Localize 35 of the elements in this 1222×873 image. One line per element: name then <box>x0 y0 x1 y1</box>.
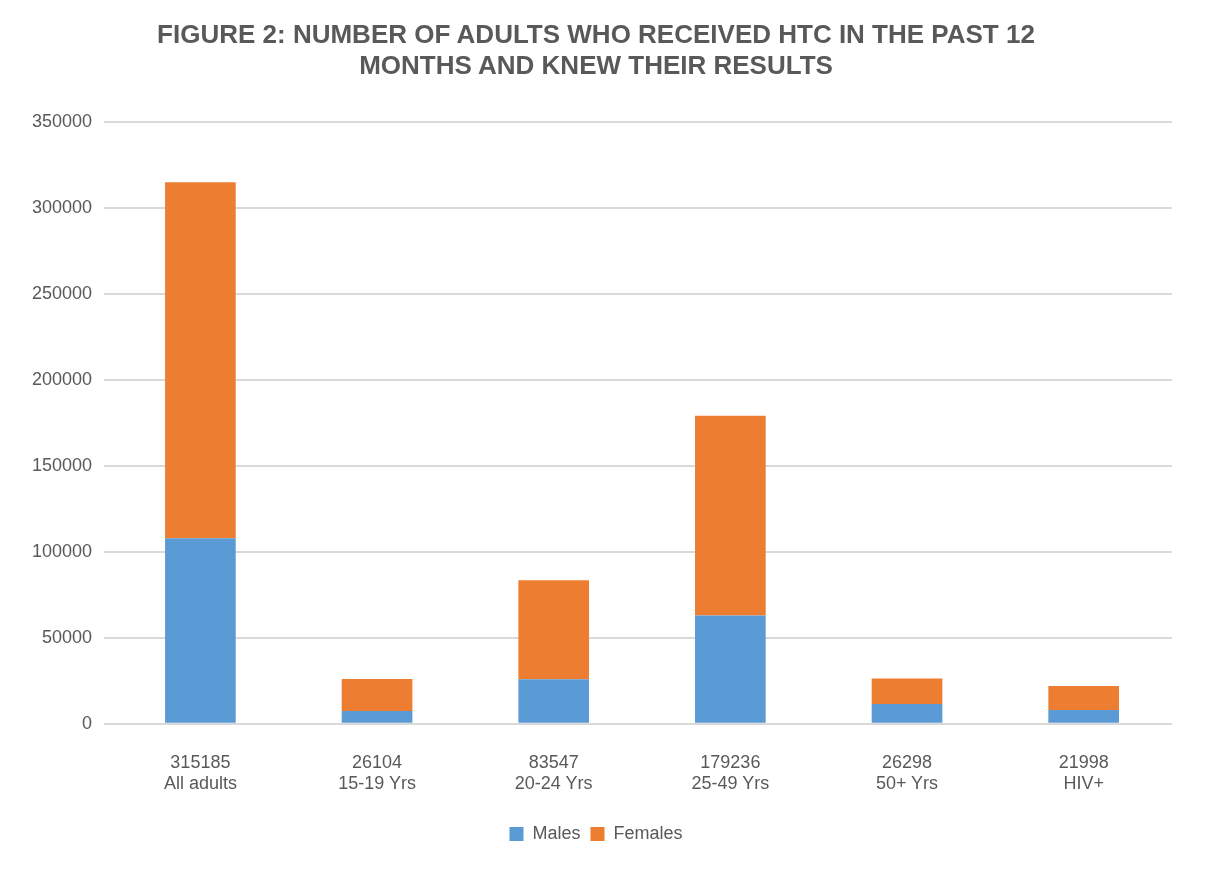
y-tick-label: 300000 <box>31 197 93 218</box>
x-tick-label: 15-19 Yrs <box>338 773 416 794</box>
bar <box>341 678 413 712</box>
total-label: 26104 <box>352 751 403 772</box>
y-tick-label: 250000 <box>31 283 93 304</box>
bar <box>695 415 766 616</box>
y-tick-label: 200000 <box>31 369 93 390</box>
legend-label: Females <box>613 822 683 843</box>
y-tick-label: 100000 <box>31 540 93 561</box>
y-tick-label: 150000 <box>31 455 93 476</box>
total-label: 83547 <box>528 751 579 772</box>
bar <box>165 182 236 539</box>
y-tick-label: 350000 <box>31 111 93 132</box>
bar <box>518 679 590 723</box>
y-tick-label: 50000 <box>42 626 93 647</box>
total-label: 21998 <box>1058 751 1109 772</box>
bar <box>1048 710 1119 723</box>
x-tick-label: 20-24 Yrs <box>514 773 593 794</box>
bar <box>341 711 413 723</box>
bar <box>871 704 943 723</box>
bar <box>165 538 236 723</box>
x-tick-label: All adults <box>163 773 237 794</box>
chart-title: FIGURE 2: NUMBER OF ADULTS WHO RECEIVED HTC IN THE PAST 12 MONTHS AND KNEW THEIR RESULTS <box>157 18 1035 80</box>
total-label: 179236 <box>700 751 761 772</box>
bar <box>1048 686 1119 711</box>
bar <box>695 615 766 723</box>
bar <box>871 678 943 705</box>
legend-label: Males <box>532 822 581 843</box>
x-tick-label: 50+ Yrs <box>875 773 939 794</box>
total-label: 315185 <box>170 751 231 772</box>
x-tick-label: HIV+ <box>1063 773 1104 794</box>
bar <box>518 580 590 680</box>
x-tick-label: 25-49 Yrs <box>691 773 770 794</box>
y-tick-label: 0 <box>82 712 93 733</box>
total-label: 26298 <box>881 751 933 772</box>
